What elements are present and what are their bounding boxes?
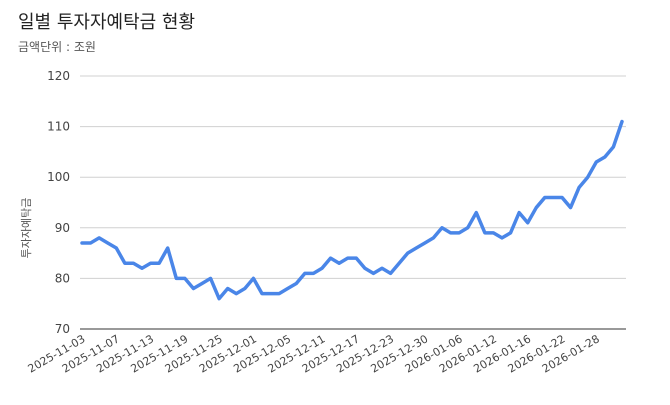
data-point [217,297,221,300]
data-point [303,272,307,275]
data-point [560,196,564,199]
data-point [397,262,401,265]
data-point [157,262,161,265]
data-point [106,241,109,245]
data-point [140,267,144,270]
data-point [132,262,135,265]
y-tick-label: 110 [47,120,70,134]
data-point [192,287,195,290]
data-point [543,196,547,199]
data-point [526,221,529,224]
data-point [269,292,272,295]
data-point [612,145,615,149]
data-point [200,282,204,285]
data-point [312,272,315,275]
data-point [466,226,469,229]
data-point [569,206,572,209]
series-layer [80,119,624,301]
data-point [337,262,341,265]
data-point [577,186,581,189]
data-point [97,236,101,240]
data-point [492,231,495,235]
data-point [123,262,127,265]
data-point [440,226,444,229]
y-tick-label: 120 [47,69,70,83]
chart-title: 일별 투자자예탁금 현황 [18,12,196,33]
x-axis-ticks: 2025-11-032025-11-072025-11-132025-11-19… [26,332,602,375]
data-point [295,282,298,285]
data-point [389,272,392,275]
data-point [475,211,478,214]
data-point [423,241,427,245]
data-point [415,246,418,250]
data-point [183,277,187,280]
y-axis-label: 투자자예탁금 [20,198,33,259]
data-point [406,251,409,255]
data-point [380,267,384,270]
data-point [449,231,452,235]
data-point [535,206,538,209]
y-tick-label: 100 [47,170,70,184]
data-point [586,176,589,179]
data-point [226,287,229,290]
data-point [235,292,238,295]
data-point [209,277,212,280]
data-point [260,292,264,295]
data-point [329,256,332,260]
data-point [500,236,504,240]
series-line [80,119,624,301]
chart-subtitle: 금액단위 : 조원 [18,40,96,54]
data-point [432,236,435,240]
data-point [277,292,281,295]
data-point [509,231,512,235]
data-point [483,231,487,235]
data-point [320,267,324,270]
data-point [243,287,247,290]
y-tick-label: 90 [55,221,70,235]
data-point [595,160,598,164]
data-point [252,277,255,280]
data-point [603,155,607,159]
y-tick-label: 80 [55,271,70,285]
data-point [175,277,178,280]
gridlines [80,75,626,330]
data-point [620,120,624,123]
data-point [372,272,375,275]
data-point [363,267,367,270]
data-point [166,246,169,250]
data-point [80,241,84,245]
data-point [517,211,521,214]
data-point [552,196,555,199]
y-tick-label: 70 [55,322,70,336]
data-point [346,256,349,260]
data-point [355,256,358,260]
data-point [457,231,461,235]
data-point [89,241,92,245]
data-point [115,246,118,250]
data-point [286,287,289,290]
y-axis-ticks: 70 80 90 100 110 120 [47,69,70,336]
data-point [149,262,152,265]
